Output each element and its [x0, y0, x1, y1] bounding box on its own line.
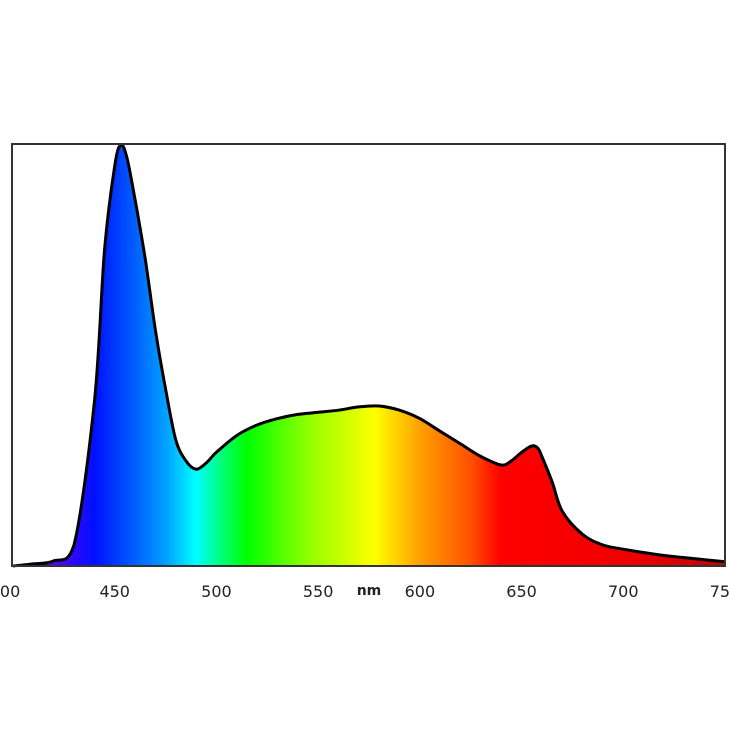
plot-frame [11, 143, 726, 567]
spectrum-outline [12, 143, 726, 568]
x-tick-label: 400 [0, 582, 20, 601]
x-tick-label: 700 [608, 582, 639, 601]
spectrum-area [13, 144, 725, 566]
x-tick-label: 750 [710, 582, 730, 601]
x-tick-label: 650 [506, 582, 537, 601]
x-tick-label: 500 [201, 582, 232, 601]
x-tick-label: 450 [99, 582, 130, 601]
x-tick-label: 550 [303, 582, 334, 601]
x-tick-label: 600 [405, 582, 436, 601]
x-axis-label: nm [357, 583, 382, 599]
